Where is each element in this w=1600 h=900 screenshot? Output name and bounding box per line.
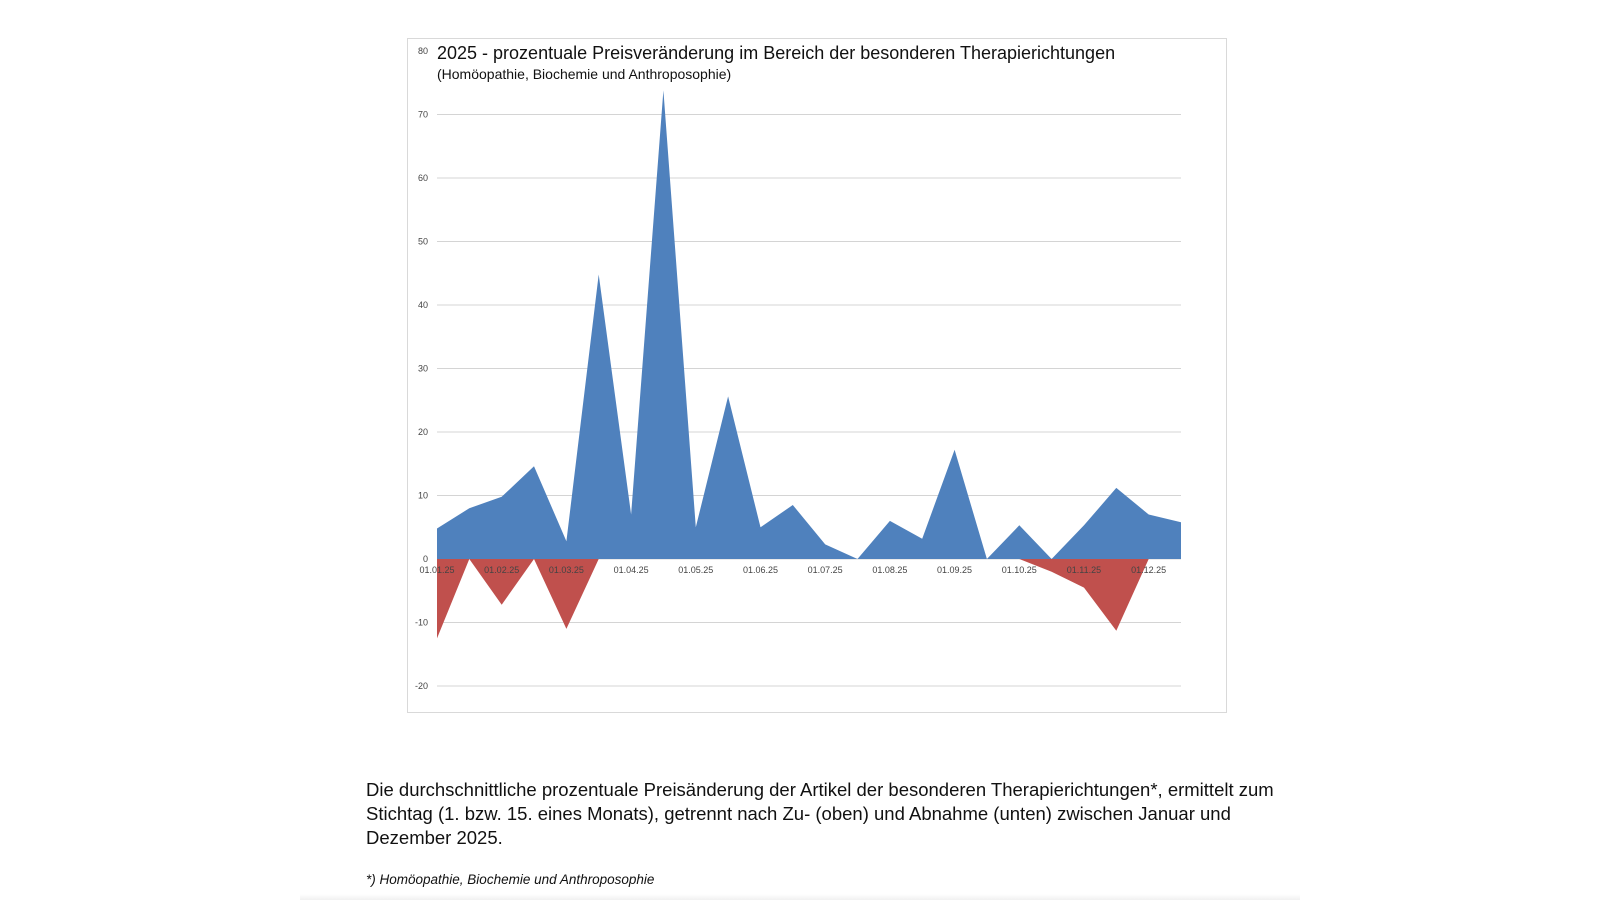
y-tick-label: 30 xyxy=(418,364,428,374)
y-tick-label: 70 xyxy=(418,110,428,120)
x-tick-label: 01.01.25 xyxy=(419,565,454,575)
x-tick-label: 01.11.25 xyxy=(1067,565,1101,575)
x-tick-label: 01.05.25 xyxy=(678,565,713,575)
y-tick-label: 60 xyxy=(418,173,428,183)
y-tick-label: 20 xyxy=(418,427,428,437)
y-tick-label: 80 xyxy=(418,46,428,56)
area-series-increase xyxy=(437,90,1181,560)
x-tick-label: 01.04.25 xyxy=(614,565,649,575)
x-tick-label: 01.07.25 xyxy=(808,565,843,575)
chart-title: 2025 - prozentuale Preisveränderung im B… xyxy=(437,43,1115,63)
tick-labels: 80 70 60 50 40 30 20 10 0 -10 -20 01.01.25 01.02.25 0… xyxy=(415,46,1166,691)
x-tick-label: 01.08.25 xyxy=(872,565,907,575)
x-tick-label: 01.09.25 xyxy=(937,565,972,575)
x-tick-label: 01.03.25 xyxy=(549,565,584,575)
x-tick-label: 01.12.25 xyxy=(1131,565,1166,575)
y-tick-label: 50 xyxy=(418,237,428,247)
bottom-shade xyxy=(300,894,1300,900)
x-tick-label: 01.02.25 xyxy=(484,565,519,575)
y-tick-label: -20 xyxy=(415,681,428,691)
footnote: *) Homöopathie, Biochemie und Anthroposo… xyxy=(366,872,655,887)
x-tick-label: 01.10.25 xyxy=(1002,565,1037,575)
chart-caption: Die durchschnittliche prozentuale Preisä… xyxy=(366,779,1274,848)
y-tick-label: 0 xyxy=(423,554,428,564)
y-tick-label: 10 xyxy=(418,491,428,501)
x-tick-label: 01.06.25 xyxy=(743,565,778,575)
areas xyxy=(437,90,1181,639)
gridlines xyxy=(437,114,1181,687)
y-tick-label: -10 xyxy=(415,618,428,628)
area-series-decrease xyxy=(437,559,1181,639)
chart: 80 70 60 50 40 30 20 10 0 -10 -20 01.01.25 01.02.25 0… xyxy=(415,43,1181,691)
chart-frame: 80 70 60 50 40 30 20 10 0 -10 -20 01.01.25 01.02.25 0… xyxy=(407,38,1227,713)
y-tick-label: 40 xyxy=(418,300,428,310)
chart-subtitle: (Homöopathie, Biochemie und Anthroposoph… xyxy=(437,66,731,82)
